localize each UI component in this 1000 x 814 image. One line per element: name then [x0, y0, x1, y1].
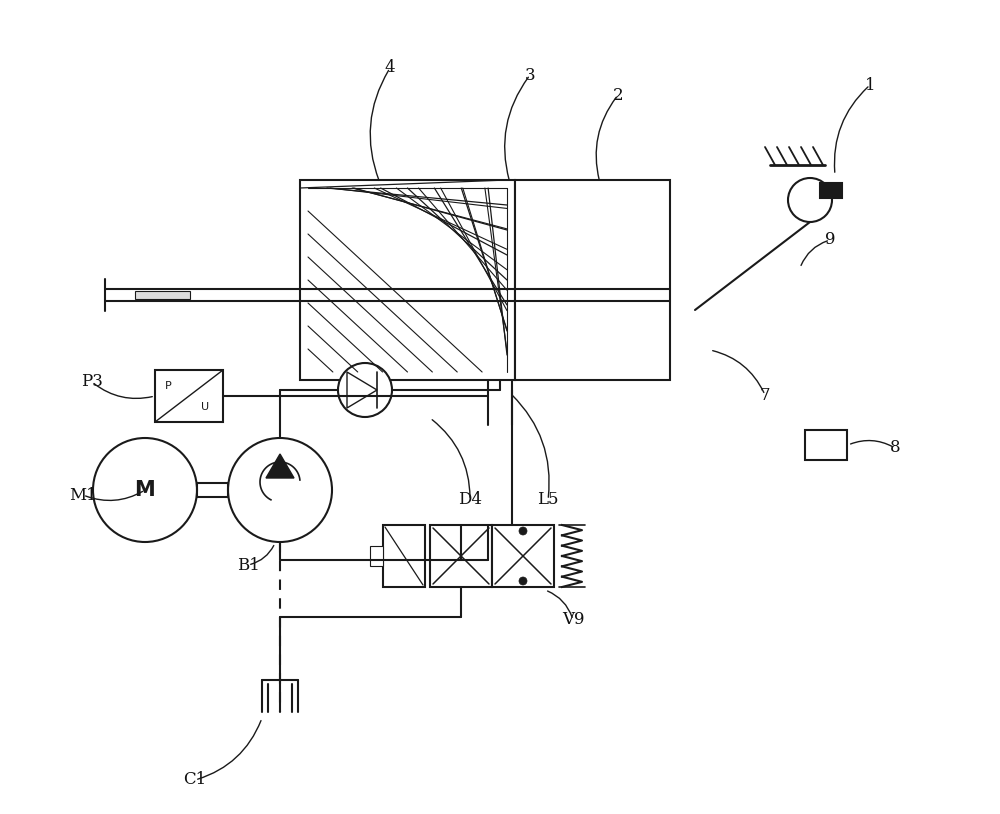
Circle shape	[519, 527, 527, 535]
Text: P3: P3	[81, 374, 103, 391]
Bar	[430, 525, 492, 587]
Text: 7: 7	[760, 387, 770, 404]
Bar	[820, 183, 842, 198]
Bar	[300, 180, 515, 380]
Polygon shape	[347, 372, 377, 408]
Bar	[805, 430, 847, 460]
Text: 2: 2	[613, 86, 623, 103]
Text: P: P	[165, 381, 172, 391]
Text: 4: 4	[385, 59, 395, 77]
Circle shape	[228, 438, 332, 542]
Text: 1: 1	[865, 77, 875, 94]
Circle shape	[338, 363, 392, 417]
Text: D4: D4	[458, 492, 482, 509]
Circle shape	[788, 178, 832, 222]
Bar	[155, 370, 223, 422]
Text: M: M	[135, 480, 155, 500]
Text: M1: M1	[69, 487, 97, 504]
Bar	[492, 525, 554, 587]
Text: B1: B1	[237, 557, 259, 574]
Circle shape	[93, 438, 197, 542]
Text: 3: 3	[525, 67, 535, 84]
Text: L5: L5	[537, 492, 559, 509]
Text: 8: 8	[890, 440, 900, 457]
Bar	[135, 291, 190, 299]
Bar	[370, 546, 383, 566]
Text: V9: V9	[562, 611, 584, 628]
Bar	[383, 525, 425, 587]
Circle shape	[519, 577, 527, 585]
Text: C1: C1	[183, 772, 207, 789]
Text: 9: 9	[825, 231, 835, 248]
Text: U: U	[201, 402, 209, 413]
Polygon shape	[266, 454, 294, 478]
Bar	[515, 180, 670, 380]
